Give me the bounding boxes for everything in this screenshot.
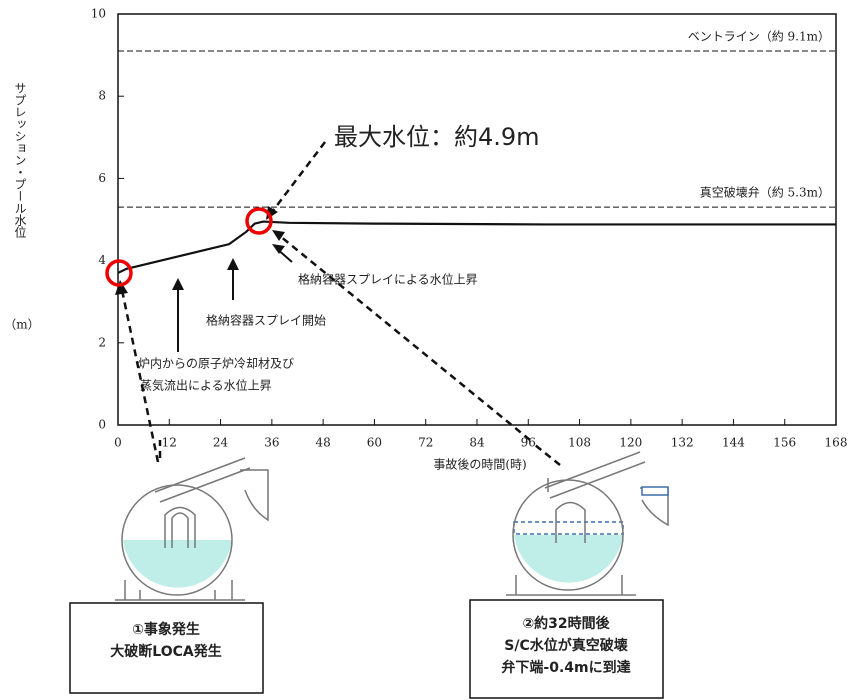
x-tick-label: 132 <box>671 436 694 450</box>
x-tick-label: 96 <box>521 436 536 450</box>
x-tick-label: 72 <box>418 436 433 450</box>
y-tick-label: 6 <box>98 171 106 185</box>
x-tick-label: 60 <box>367 436 382 450</box>
annotation: 最大水位：約4.9m <box>334 123 540 151</box>
callout-box <box>69 602 264 694</box>
callout-text: S/C水位が真空破壊 <box>504 637 628 654</box>
x-tick-label: 24 <box>213 436 229 450</box>
x-tick-label: 108 <box>568 436 591 450</box>
x-axis-label: 事故後の時間(時) <box>433 457 526 472</box>
data-line <box>117 220 836 274</box>
highlight-ring <box>105 259 133 287</box>
y-tick-label: 4 <box>98 253 106 267</box>
callout-box <box>469 599 664 699</box>
y-axis-unit: （m） <box>4 318 39 332</box>
highlight-ring <box>245 207 273 235</box>
x-tick-label: 84 <box>469 436 485 450</box>
arrows <box>115 141 561 466</box>
callout-text: ②約32時間後 <box>522 615 610 632</box>
x-tick-label: 36 <box>264 436 279 450</box>
x-tick-label: 168 <box>825 436 848 450</box>
y-tick-label: 10 <box>91 7 106 21</box>
annotation: 格納容器スプレイによる水位上昇 <box>298 272 478 287</box>
x-tick-label: 144 <box>722 436 745 450</box>
annotation: 炉内からの原子炉冷却材及び <box>138 357 294 371</box>
reference-label: 真空破壊弁（約 5.3m） <box>700 185 830 200</box>
y-axis-label: サプレッション・プール水位 <box>13 82 27 238</box>
y-tick-label: 0 <box>98 418 106 432</box>
x-tick-label: 120 <box>619 436 642 450</box>
tank-diagram <box>115 457 269 601</box>
annotation: 格納容器スプレイ開始 <box>206 313 326 328</box>
x-tick-label: 156 <box>773 436 796 450</box>
callout-text: ①事象発生 <box>132 621 200 638</box>
x-tick-label: 12 <box>162 436 177 450</box>
y-tick-label: 2 <box>98 335 106 349</box>
x-tick-label: 0 <box>114 436 122 450</box>
callout-text: 弁下端-0.4mに到達 <box>501 659 630 676</box>
callout-text: 大破断LOCA発生 <box>110 643 221 660</box>
tank-diagram <box>506 451 669 596</box>
reference-label: ベントライン（約 9.1m） <box>688 28 830 43</box>
y-tick-label: 8 <box>98 89 106 103</box>
annotation: 蒸気流出による水位上昇 <box>140 378 272 393</box>
x-tick-label: 48 <box>316 436 331 450</box>
